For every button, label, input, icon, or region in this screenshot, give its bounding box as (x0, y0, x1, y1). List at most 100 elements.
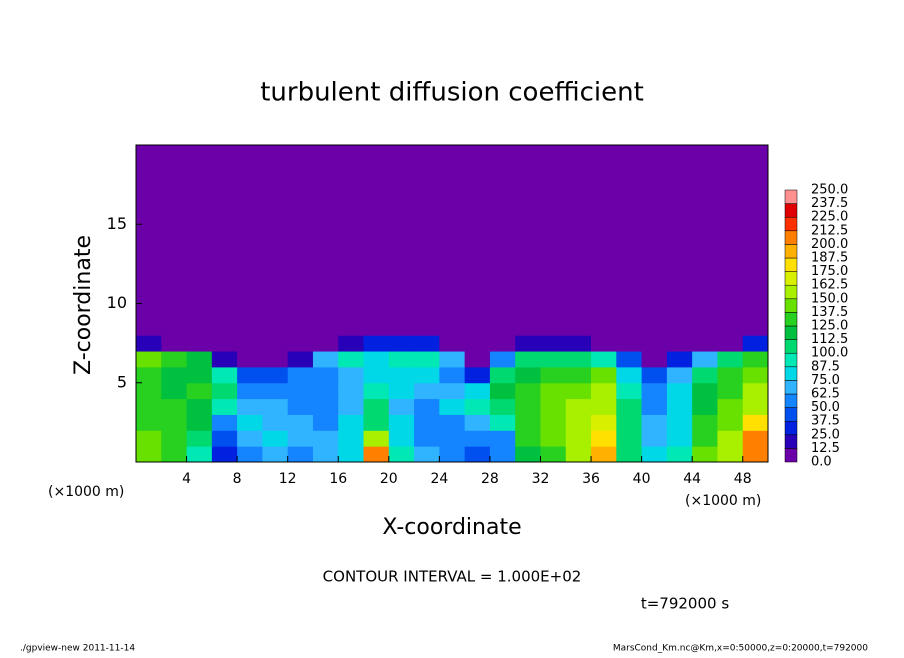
colorbar-box (784, 366, 798, 381)
field-cell (262, 351, 289, 368)
field-cell (439, 430, 466, 447)
colorbar-box (784, 230, 798, 245)
field-cell (742, 335, 769, 352)
field-cell (388, 335, 415, 352)
field-cell (414, 335, 440, 352)
colorbar-box (784, 189, 798, 204)
field-cell (565, 414, 592, 431)
field-cell (565, 430, 592, 447)
colorbar-box (784, 352, 798, 368)
field-cell (489, 430, 516, 447)
field-cell (565, 366, 592, 384)
field-cell (666, 382, 693, 400)
field-cell (439, 335, 466, 352)
field-cell (363, 145, 390, 336)
field-cell (591, 366, 617, 384)
field-cell (641, 366, 668, 384)
field-cell (161, 366, 188, 384)
colorbar-box (784, 325, 798, 340)
field-cell (464, 382, 491, 400)
field-cell (211, 145, 238, 336)
field-cell (388, 398, 415, 415)
field-cell (262, 430, 289, 447)
chart-title: turbulent diffusion coefficient (260, 78, 644, 108)
field-cell (641, 446, 668, 463)
colorbar-box (784, 407, 798, 422)
field-cell (666, 430, 693, 447)
field-cell (565, 351, 592, 368)
field-cell (692, 335, 718, 352)
field-cell (312, 351, 339, 368)
field-cell (666, 366, 693, 384)
field-cell (312, 430, 339, 447)
field-cell (540, 446, 567, 463)
field-cell (616, 446, 643, 463)
contour-interval: CONTOUR INTERVAL = 1.000E+02 (323, 568, 582, 586)
field-cell (312, 366, 339, 384)
field-cell (717, 414, 744, 431)
x-tick-label: 28 (481, 471, 499, 487)
x-tick-label: 16 (329, 471, 347, 487)
field-cell (211, 351, 238, 368)
field-cell (211, 414, 238, 431)
colorbar-label: 50.0 (811, 400, 840, 415)
field-cell (161, 351, 188, 368)
y-axis-label: Z-coordinate (71, 235, 96, 375)
field-cell (161, 430, 188, 447)
field-cell (591, 414, 617, 431)
field-cell (540, 335, 567, 352)
field-cell (186, 446, 213, 463)
field-cell (666, 145, 693, 336)
field-cell (287, 145, 314, 336)
y-tick-label: 15 (107, 214, 127, 233)
colorbar-box (784, 216, 798, 232)
field-cell (237, 382, 263, 400)
field-cell (489, 414, 516, 431)
field-cell (540, 351, 567, 368)
field-cell (439, 351, 466, 368)
field-cell (666, 351, 693, 368)
field-cell (616, 351, 643, 368)
field-cell (489, 398, 516, 415)
field-cell (136, 366, 162, 384)
colorbar-label: 200.0 (811, 237, 848, 252)
colorbar-label: 0.0 (811, 455, 832, 470)
colorbar-box (784, 434, 798, 449)
colorbar-label: 212.5 (811, 223, 848, 238)
field-cell (338, 430, 365, 447)
field-cell (742, 366, 769, 384)
field-cell (489, 145, 516, 336)
field-cell (136, 398, 162, 415)
colorbar-box (784, 257, 798, 272)
field-cell (742, 446, 769, 463)
field-cell (388, 145, 415, 336)
field-cell (136, 335, 162, 352)
colorbar-box (784, 203, 798, 218)
colorbar-box (784, 339, 798, 354)
colorbar-label: 225.0 (811, 210, 848, 225)
field-cell (363, 351, 390, 368)
y-tick-label: 10 (107, 293, 127, 312)
field-cell (262, 366, 289, 384)
field-cell (540, 398, 567, 415)
field-cell (717, 430, 744, 447)
field-cell (237, 366, 263, 384)
field-cell (211, 446, 238, 463)
field-cell (515, 351, 541, 368)
field-cell (515, 382, 541, 400)
field-cell (692, 398, 718, 415)
field-cell (717, 446, 744, 463)
colorbar-box (784, 393, 798, 408)
field-cell (262, 446, 289, 463)
x-tick-label: 20 (380, 471, 398, 487)
field-cell (717, 366, 744, 384)
field-cell (565, 382, 592, 400)
field-cell (641, 414, 668, 431)
field-cell (464, 398, 491, 415)
field-cell (717, 145, 744, 336)
field-cell (692, 414, 718, 431)
y-tick-label: 5 (117, 372, 127, 391)
field-cell (388, 366, 415, 384)
field-cell (515, 366, 541, 384)
footer-left: ./gpview-new 2011-11-14 (20, 644, 135, 654)
